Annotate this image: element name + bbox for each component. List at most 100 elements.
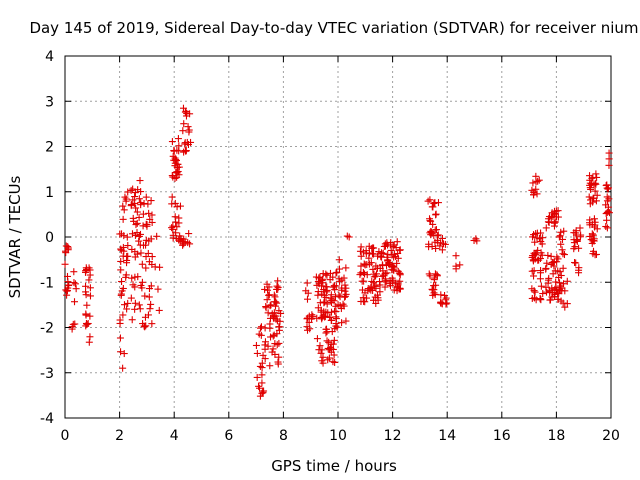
- data-point: [71, 320, 79, 328]
- data-point: [275, 353, 283, 361]
- data-point: [330, 351, 338, 359]
- data-point: [534, 256, 542, 264]
- data-point: [323, 271, 331, 279]
- data-point: [86, 312, 94, 320]
- data-point: [319, 312, 327, 320]
- data-point: [603, 208, 611, 216]
- data-point: [602, 181, 610, 189]
- data-point: [273, 282, 281, 290]
- data-point: [528, 186, 536, 194]
- data-point: [361, 270, 369, 278]
- data-point: [184, 123, 192, 131]
- data-point: [70, 268, 78, 276]
- data-point: [261, 324, 269, 332]
- data-point: [303, 295, 311, 303]
- data-point: [82, 264, 90, 272]
- data-point: [171, 159, 179, 167]
- data-point: [145, 209, 153, 217]
- data-point: [171, 199, 179, 207]
- data-point: [387, 246, 395, 254]
- data-point: [431, 199, 439, 207]
- data-point: [329, 358, 337, 366]
- data-point: [537, 282, 545, 290]
- data-point: [153, 232, 161, 240]
- data-point: [269, 345, 277, 353]
- data-point: [545, 274, 553, 282]
- data-point: [373, 264, 381, 272]
- data-point: [557, 240, 565, 248]
- data-point: [147, 235, 155, 243]
- data-point: [121, 193, 129, 201]
- y-tick-label: -2: [40, 321, 54, 337]
- data-point: [593, 191, 601, 199]
- data-point: [560, 280, 568, 288]
- data-point: [535, 176, 543, 184]
- data-point: [592, 170, 600, 178]
- data-point: [175, 214, 183, 222]
- data-point: [393, 259, 401, 267]
- data-point: [548, 258, 556, 266]
- data-point: [356, 247, 364, 255]
- data-point: [182, 147, 190, 155]
- data-point: [439, 240, 447, 248]
- data-point: [530, 267, 538, 275]
- data-point: [585, 193, 593, 201]
- data-point: [185, 128, 193, 136]
- data-point: [590, 215, 598, 223]
- x-tick-label: 18: [547, 428, 565, 444]
- data-point: [154, 285, 162, 293]
- data-point: [71, 298, 79, 306]
- data-point: [322, 283, 330, 291]
- data-point: [428, 228, 436, 236]
- data-point: [181, 108, 189, 116]
- data-point: [549, 213, 557, 221]
- data-point: [537, 269, 545, 277]
- data-point: [302, 287, 310, 295]
- data-point: [530, 272, 538, 280]
- data-point: [319, 275, 327, 283]
- data-point: [258, 359, 266, 367]
- data-point: [173, 223, 181, 231]
- data-point: [548, 209, 556, 217]
- data-point: [83, 320, 91, 328]
- data-point: [429, 291, 437, 299]
- data-point: [396, 277, 404, 285]
- data-point: [135, 195, 143, 203]
- data-point: [393, 238, 401, 246]
- data-point: [559, 264, 567, 272]
- y-tick-label: 3: [45, 94, 54, 110]
- data-point: [257, 331, 265, 339]
- data-point: [141, 313, 149, 321]
- data-point: [252, 341, 260, 349]
- y-tick-label: 2: [45, 140, 54, 156]
- data-point: [363, 294, 371, 302]
- data-point: [551, 218, 559, 226]
- data-point: [345, 233, 353, 241]
- data-point: [319, 270, 327, 278]
- data-point: [431, 226, 439, 234]
- data-point: [342, 264, 350, 272]
- data-point: [132, 204, 140, 212]
- data-point: [131, 199, 139, 207]
- data-point: [116, 316, 124, 324]
- data-point: [261, 338, 269, 346]
- data-point: [389, 266, 397, 274]
- data-point: [303, 279, 311, 287]
- data-point: [268, 348, 276, 356]
- data-point: [179, 127, 187, 135]
- x-tick-label: 14: [438, 428, 456, 444]
- data-point: [427, 227, 435, 235]
- data-point: [376, 288, 384, 296]
- x-tick-label: 10: [329, 428, 347, 444]
- data-point: [327, 291, 335, 299]
- data-point: [393, 283, 401, 291]
- data-point: [253, 373, 261, 381]
- data-point: [428, 203, 436, 211]
- data-point: [129, 185, 137, 193]
- data-point: [586, 219, 594, 227]
- data-point: [267, 333, 275, 341]
- data-point: [140, 199, 148, 207]
- data-point: [330, 297, 338, 305]
- data-point: [532, 185, 540, 193]
- data-point: [146, 215, 154, 223]
